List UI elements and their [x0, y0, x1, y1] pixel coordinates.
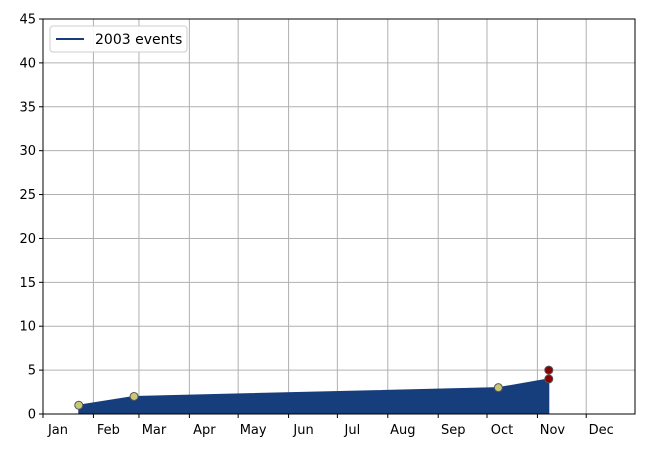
markers — [74, 365, 554, 410]
legend: 2003 events — [49, 25, 188, 53]
x-tick-label: Dec — [589, 423, 614, 438]
y-tick-label: 0 — [28, 408, 36, 423]
axis-ticks: Jan Feb Mar Apr May Jun Jul Aug Sep Oct Nov Dec 0 5 10… — [19, 13, 613, 439]
data-point-marker — [129, 391, 139, 401]
grid — [42, 18, 635, 415]
legend-label: 2003 events — [95, 32, 182, 48]
y-tick-label: 25 — [19, 188, 36, 203]
y-tick-label: 20 — [19, 232, 36, 247]
y-tick-label: 10 — [19, 320, 36, 335]
y-tick-label: 35 — [19, 100, 36, 115]
x-tick-label: Aug — [390, 423, 415, 438]
data-point-marker — [544, 365, 554, 375]
x-tick-label: Oct — [491, 423, 513, 438]
x-tick-label: May — [240, 423, 267, 438]
y-tick-label: 5 — [28, 364, 36, 379]
x-tick-label: Jul — [344, 423, 361, 438]
x-tick-label: Apr — [193, 423, 216, 438]
y-tick-label: 15 — [19, 276, 36, 291]
x-tick-label: Sep — [441, 423, 466, 438]
data-point-marker — [74, 400, 84, 410]
y-tick-label: 30 — [19, 144, 36, 159]
plot-frame — [42, 18, 636, 415]
x-tick-label: Mar — [142, 423, 167, 438]
area-fill — [78, 378, 550, 415]
x-tick-label: Feb — [97, 423, 120, 438]
x-tick-label: Nov — [540, 423, 566, 438]
x-tick-label: Jun — [292, 423, 313, 438]
y-tick-label: 40 — [19, 56, 36, 71]
x-tick-label: Jan — [47, 423, 68, 438]
data-point-marker — [493, 383, 503, 393]
area-series — [78, 378, 550, 415]
legend-box — [49, 25, 188, 53]
y-tick-label: 45 — [19, 13, 36, 28]
data-point-marker — [544, 374, 554, 384]
